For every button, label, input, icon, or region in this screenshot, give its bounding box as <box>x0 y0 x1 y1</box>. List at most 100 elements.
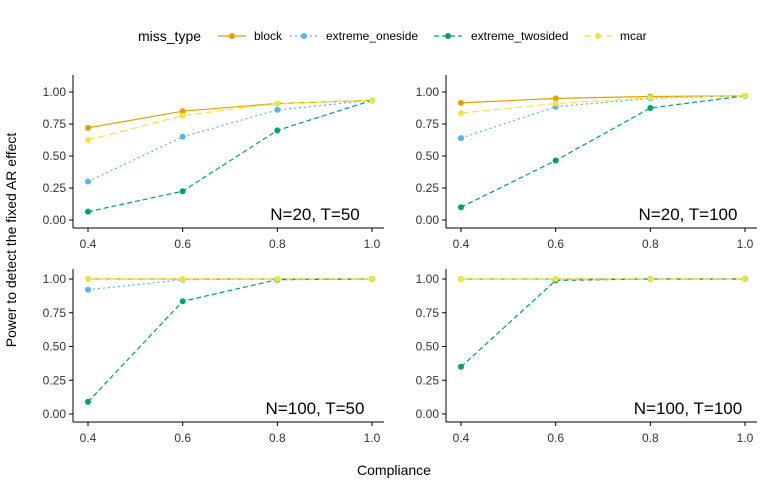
data-point-extreme-twosided <box>552 157 559 164</box>
y-tick-label: 1.00 <box>43 272 67 286</box>
series-line-extreme-twosided <box>460 95 746 208</box>
data-point-mcar <box>179 276 186 282</box>
data-point-mcar <box>552 100 559 107</box>
legend-label: mcar <box>620 29 647 43</box>
data-point-mcar <box>85 137 91 143</box>
data-point-block <box>458 99 464 106</box>
y-tick-label: 0.25 <box>416 181 440 195</box>
y-axis-title: Power to detect the fixed AR effect <box>3 133 19 348</box>
data-point-extreme-twosided <box>458 204 464 211</box>
x-tick-label: 0.6 <box>547 237 564 251</box>
panel-label: N=100, T=100 <box>634 399 742 418</box>
legend-item-extreme-oneside: extreme_oneside <box>290 29 418 43</box>
legend-label: extreme_oneside <box>326 29 418 43</box>
panel-n-100-t-100: 0.00 0.25 0.50 0.75 1.00 0.4 0.6 0.8 1.0 N=100, T… <box>416 269 757 445</box>
data-point-mcar <box>742 276 748 282</box>
data-point-mcar <box>647 276 654 282</box>
panel-n-20-t-100: 0.00 0.25 0.50 0.75 1.00 0.4 0.6 0.8 1.0 N=20, T=… <box>416 75 757 251</box>
series-line-extreme-oneside <box>460 95 746 139</box>
data-point-extreme-twosided <box>458 363 464 370</box>
series-line-block <box>460 95 746 104</box>
data-point-mcar <box>458 110 464 117</box>
panel-n-20-t-50: 0.00 0.25 0.50 0.75 1.00 0.4 0.6 0.8 1.0 N=20, T=… <box>43 75 384 251</box>
x-tick-label: 0.6 <box>174 237 191 251</box>
legend-key-point <box>229 33 235 39</box>
x-tick-label: 1.0 <box>737 237 754 251</box>
data-point-extreme-twosided <box>85 398 91 405</box>
y-tick-label: 0.50 <box>416 340 440 354</box>
data-point-mcar <box>458 276 464 282</box>
x-tick-label: 1.0 <box>364 431 381 445</box>
x-tick-label: 0.8 <box>269 237 286 251</box>
y-tick-label: 0.00 <box>43 407 67 421</box>
x-tick-label: 0.8 <box>642 237 659 251</box>
y-tick-label: 0.75 <box>416 117 440 131</box>
x-tick-label: 0.8 <box>642 431 659 445</box>
panel-label: N=20, T=100 <box>639 205 738 224</box>
x-tick-label: 0.4 <box>453 237 470 251</box>
legend-title: miss_type <box>138 28 201 44</box>
panel-label: N=100, T=50 <box>266 399 365 418</box>
series-line-extreme-twosided <box>87 278 373 403</box>
series-line-mcar <box>460 95 746 114</box>
data-point-mcar <box>85 276 91 282</box>
y-tick-label: 0.75 <box>416 306 440 320</box>
data-point-extreme-twosided <box>274 127 281 134</box>
data-point-extreme-oneside <box>179 133 186 140</box>
panels: 0.00 0.25 0.50 0.75 1.00 0.4 0.6 0.8 1.0 N=20, T=… <box>43 75 757 445</box>
series-line-extreme-twosided <box>460 278 745 368</box>
series-line-block <box>87 99 373 129</box>
x-axis-title: Compliance <box>357 462 431 478</box>
x-tick-label: 1.0 <box>737 431 754 445</box>
y-tick-label: 1.00 <box>416 85 440 99</box>
data-point-extreme-twosided <box>179 188 186 195</box>
legend-item-mcar: mcar <box>584 29 647 43</box>
data-point-block <box>179 108 186 115</box>
data-point-extreme-twosided <box>179 298 186 305</box>
y-tick-label: 1.00 <box>416 272 440 286</box>
y-tick-label: 0.50 <box>416 149 440 163</box>
y-tick-label: 0.00 <box>43 213 67 227</box>
y-tick-label: 0.25 <box>43 181 67 195</box>
y-tick-label: 0.50 <box>43 340 67 354</box>
data-point-mcar <box>369 97 375 104</box>
panel-n-100-t-50: 0.00 0.25 0.50 0.75 1.00 0.4 0.6 0.8 1.0 N=100, T… <box>43 269 384 445</box>
data-point-mcar <box>647 94 654 101</box>
x-tick-label: 0.6 <box>174 431 191 445</box>
x-tick-label: 0.4 <box>80 431 97 445</box>
legend-key-point <box>595 33 601 39</box>
data-point-extreme-oneside <box>85 286 91 293</box>
legend-label: extreme_twosided <box>471 29 568 43</box>
data-point-extreme-oneside <box>274 106 281 113</box>
x-tick-label: 0.6 <box>547 431 564 445</box>
x-tick-label: 0.8 <box>269 431 286 445</box>
data-point-mcar <box>552 276 559 282</box>
series-line-mcar <box>87 99 373 141</box>
data-point-mcar <box>179 112 186 119</box>
y-tick-label: 0.00 <box>416 407 440 421</box>
series-line-extreme-twosided <box>87 99 373 213</box>
data-point-mcar <box>369 276 375 282</box>
legend-item-extreme-twosided: extreme_twosided <box>434 29 568 43</box>
data-point-mcar <box>274 276 281 282</box>
x-tick-label: 0.4 <box>453 431 470 445</box>
y-tick-label: 0.75 <box>43 117 67 131</box>
data-point-extreme-twosided <box>647 105 654 111</box>
data-point-extreme-oneside <box>458 135 464 142</box>
data-point-block <box>552 95 559 102</box>
legend-item-block: block <box>218 29 283 43</box>
y-tick-label: 0.00 <box>416 213 440 227</box>
x-tick-label: 0.4 <box>80 237 97 251</box>
series-line-extreme-oneside <box>87 99 373 183</box>
data-point-mcar <box>274 100 281 107</box>
y-tick-label: 0.75 <box>43 306 67 320</box>
y-tick-label: 0.25 <box>416 373 440 387</box>
legend-key-point <box>301 33 307 39</box>
y-tick-label: 0.25 <box>43 373 67 387</box>
x-tick-label: 1.0 <box>364 237 381 251</box>
data-point-extreme-twosided <box>85 208 91 215</box>
legend-label: block <box>254 29 283 43</box>
data-point-block <box>85 124 91 131</box>
y-tick-label: 0.50 <box>43 149 67 163</box>
